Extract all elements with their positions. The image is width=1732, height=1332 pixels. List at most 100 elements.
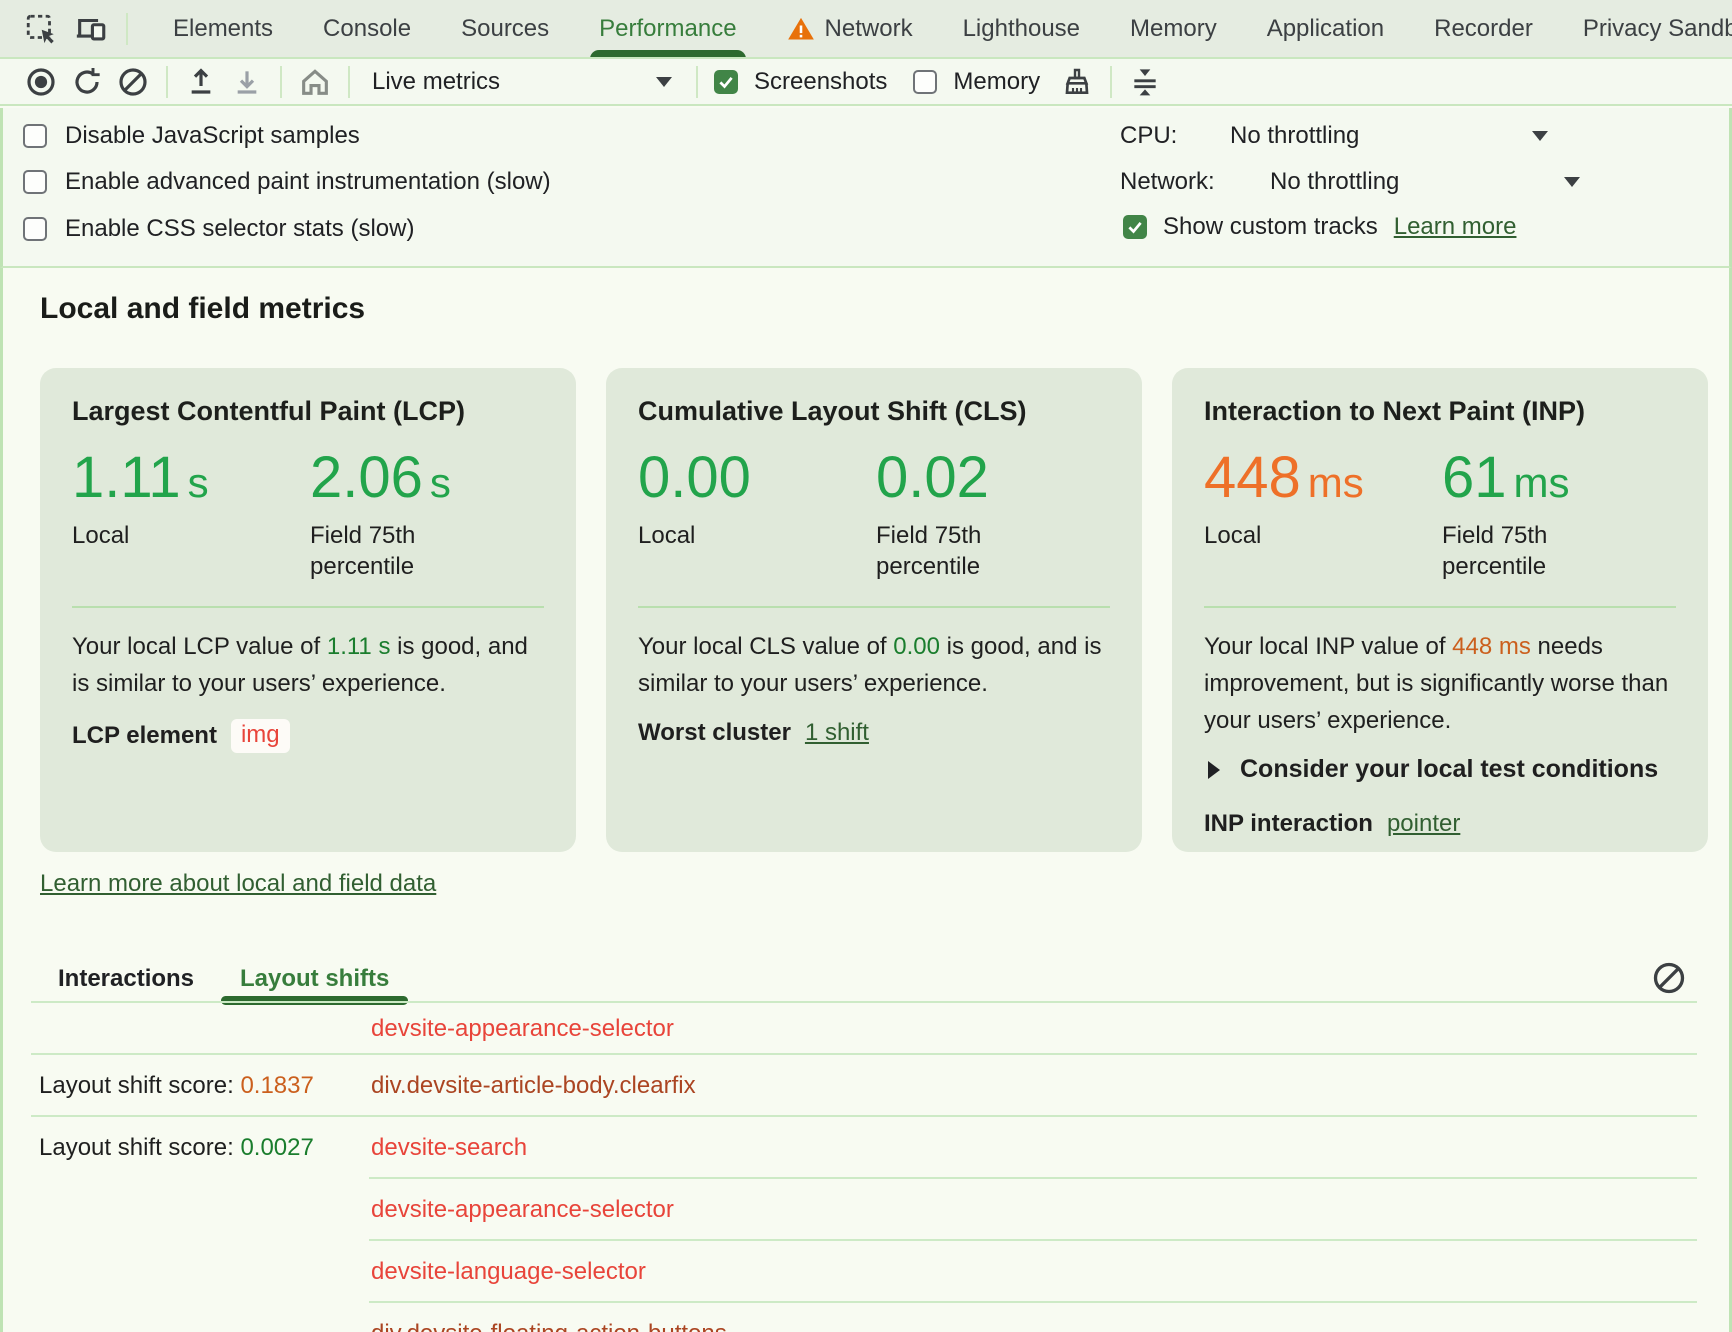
inp-card: Interaction to Next Paint (INP) 448 ms Lo… bbox=[1172, 368, 1708, 852]
shift-score-value: 0.1837 bbox=[240, 1072, 314, 1099]
shift-element-link[interactable]: div.devsite-article-body.clearfix bbox=[371, 1072, 696, 1099]
css-selector-stats-checkbox[interactable] bbox=[23, 217, 47, 241]
inp-values: 448 ms Local 61 ms Field 75th percentile bbox=[1204, 447, 1676, 582]
table-row[interactable]: Layout shift score: 0.1837 div.devsite-a… bbox=[3, 1055, 1729, 1117]
shift-score-label: Layout shift score: bbox=[39, 1072, 241, 1099]
tab-lighthouse[interactable]: Lighthouse bbox=[962, 15, 1081, 42]
toolbar-divider bbox=[280, 65, 282, 98]
table-row[interactable]: devsite-appearance-selector bbox=[3, 1179, 1729, 1241]
disable-js-samples-row[interactable]: Disable JavaScript samples bbox=[23, 122, 360, 150]
record-icon[interactable] bbox=[18, 62, 64, 102]
reload-record-icon[interactable] bbox=[64, 62, 110, 102]
shift-score-value: 0.0027 bbox=[240, 1134, 314, 1161]
lcp-element-node-link[interactable]: img bbox=[230, 719, 290, 753]
cls-field-label: Field 75th percentile bbox=[876, 522, 982, 580]
screenshots-checkbox-row[interactable]: Screenshots bbox=[714, 68, 887, 96]
custom-tracks-row: Show custom tracks Learn more bbox=[1123, 213, 1516, 241]
tab-interactions[interactable]: Interactions bbox=[58, 965, 195, 992]
tab-application[interactable]: Application bbox=[1266, 15, 1385, 42]
cls-local-value: 0.00 bbox=[638, 445, 751, 510]
chevron-down-icon bbox=[1532, 131, 1548, 141]
lcp-values: 1.11 s Local 2.06 s Field 75th percentile bbox=[72, 447, 544, 582]
lcp-description: Your local LCP value of 1.11 s is good, … bbox=[72, 633, 528, 697]
shift-element-link[interactable]: devsite-language-selector bbox=[371, 1258, 646, 1285]
field-data-learn-more-link[interactable]: Learn more about local and field data bbox=[40, 870, 437, 897]
row-divider bbox=[31, 1053, 1697, 1055]
row-divider bbox=[369, 1239, 1697, 1241]
inp-local-metric: 448 ms Local bbox=[1204, 447, 1442, 582]
local-test-conditions-expander[interactable]: Consider your local test conditions bbox=[1204, 755, 1676, 784]
tab-elements[interactable]: Elements bbox=[173, 15, 274, 42]
table-row[interactable]: devsite-language-selector bbox=[3, 1241, 1729, 1303]
home-icon[interactable] bbox=[292, 62, 338, 102]
network-throttling-select[interactable]: Network: No throttling bbox=[1120, 168, 1580, 196]
active-tab-underline bbox=[590, 50, 746, 57]
advanced-paint-checkbox[interactable] bbox=[23, 170, 47, 194]
shift-element-link[interactable]: devsite-appearance-selector bbox=[371, 1196, 674, 1223]
cpu-label: CPU: bbox=[1120, 122, 1178, 149]
memory-label: Memory bbox=[953, 67, 1041, 95]
screenshots-checkbox[interactable] bbox=[714, 69, 738, 94]
inp-field-label: Field 75th percentile bbox=[1442, 522, 1548, 580]
advanced-paint-row[interactable]: Enable advanced paint instrumentation (s… bbox=[23, 168, 551, 196]
tab-network[interactable]: Network bbox=[762, 0, 938, 57]
table-row[interactable]: devsite-appearance-selector bbox=[3, 1003, 1729, 1055]
local-test-conditions-label: Consider your local test conditions bbox=[1240, 755, 1659, 783]
shift-element-link[interactable]: div.devsite-floating-action-buttons bbox=[371, 1320, 727, 1332]
live-metrics-panel: Local and field metrics Largest Contentf… bbox=[0, 268, 1732, 1332]
warning-icon bbox=[787, 15, 815, 43]
custom-tracks-learn-more-link[interactable]: Learn more bbox=[1393, 213, 1517, 240]
cls-card: Cumulative Layout Shift (CLS) 0.00 Local… bbox=[606, 368, 1142, 852]
device-toolbar-icon[interactable] bbox=[70, 8, 112, 50]
row-divider bbox=[369, 1177, 1697, 1179]
metric-cards: Largest Contentful Paint (LCP) 1.11 s Loc… bbox=[40, 368, 1708, 852]
inp-interaction-link[interactable]: pointer bbox=[1386, 810, 1461, 837]
upload-profile-icon[interactable] bbox=[178, 62, 224, 102]
table-row[interactable]: Layout shift score: 0.0027 devsite-searc… bbox=[3, 1117, 1729, 1179]
cls-card-title: Cumulative Layout Shift (CLS) bbox=[638, 396, 1027, 426]
css-selector-stats-row[interactable]: Enable CSS selector stats (slow) bbox=[23, 215, 414, 243]
tab-recorder[interactable]: Recorder bbox=[1434, 15, 1533, 42]
tab-console[interactable]: Console bbox=[323, 15, 412, 42]
inp-description: Your local INP value of 448 ms needs imp… bbox=[1204, 633, 1669, 734]
inp-field-metric: 61 ms Field 75th percentile bbox=[1442, 447, 1617, 582]
download-profile-icon[interactable] bbox=[224, 62, 270, 102]
tab-memory[interactable]: Memory bbox=[1130, 15, 1217, 42]
clear-log-icon[interactable] bbox=[1649, 958, 1689, 998]
advanced-paint-label: Enable advanced paint instrumentation (s… bbox=[65, 168, 551, 195]
shift-element-link[interactable]: devsite-search bbox=[371, 1134, 528, 1161]
card-divider bbox=[638, 606, 1110, 608]
row-divider bbox=[369, 1301, 1697, 1303]
worst-cluster-label: Worst cluster bbox=[638, 719, 791, 746]
cpu-value: No throttling bbox=[1230, 122, 1360, 149]
worst-cluster-link[interactable]: 1 shift bbox=[804, 719, 869, 746]
tabbar-icon-group bbox=[0, 8, 148, 50]
tab-performance[interactable]: Performance bbox=[574, 0, 761, 57]
lcp-local-value: 1.11 bbox=[72, 445, 181, 510]
collect-garbage-icon[interactable] bbox=[1054, 62, 1100, 102]
tab-privacy-sandbox[interactable]: Privacy Sandbox bbox=[1582, 15, 1732, 42]
clear-icon[interactable] bbox=[110, 62, 156, 102]
inp-interaction-label: INP interaction bbox=[1204, 810, 1373, 837]
cls-field-metric: 0.02 Field 75th percentile bbox=[876, 447, 1051, 582]
cls-inline-value: 0.00 bbox=[893, 633, 940, 660]
panel-mode-select[interactable]: Live metrics bbox=[360, 68, 686, 96]
memory-checkbox[interactable] bbox=[913, 69, 938, 94]
lcp-field-unit: s bbox=[429, 459, 451, 506]
chevron-down-icon bbox=[656, 76, 672, 87]
screenshots-label: Screenshots bbox=[754, 67, 888, 95]
toolbar-divider bbox=[166, 65, 168, 98]
cpu-throttling-select[interactable]: CPU: No throttling bbox=[1120, 122, 1548, 150]
tab-sources[interactable]: Sources bbox=[461, 15, 550, 42]
table-row[interactable]: div.devsite-floating-action-buttons bbox=[3, 1303, 1729, 1332]
disable-js-samples-checkbox[interactable] bbox=[23, 124, 47, 148]
custom-tracks-checkbox[interactable] bbox=[1123, 215, 1147, 239]
cls-local-metric: 0.00 Local bbox=[638, 447, 876, 582]
inspect-element-icon[interactable] bbox=[20, 8, 62, 50]
network-label: Network: bbox=[1120, 168, 1215, 195]
capture-settings-pane: Disable JavaScript samples Enable advanc… bbox=[0, 108, 1732, 268]
memory-checkbox-row[interactable]: Memory bbox=[913, 68, 1040, 96]
shift-element-link[interactable]: devsite-appearance-selector bbox=[371, 1015, 674, 1042]
collapse-sections-icon[interactable] bbox=[1122, 62, 1168, 102]
tab-layout-shifts[interactable]: Layout shifts bbox=[221, 956, 409, 1005]
